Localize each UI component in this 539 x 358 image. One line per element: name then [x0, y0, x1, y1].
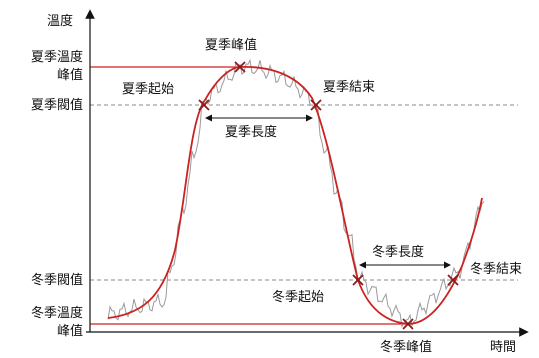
summer-start-annotation: 夏季起始	[122, 82, 175, 97]
smoothed-temperature-curve	[107, 66, 483, 325]
summer-peak-annotation: 夏季峰值	[205, 38, 258, 53]
winter-start-marker	[352, 274, 364, 286]
winter-peak-level-label-line1: 冬季溫度	[30, 306, 83, 321]
winter-peak-annotation: 冬季峰值	[380, 340, 433, 355]
winter-end-marker	[447, 274, 459, 286]
raw-temperature-signal	[107, 58, 485, 329]
summer-threshold-label: 夏季閥值	[30, 98, 83, 113]
summer-end-marker	[310, 99, 322, 111]
winter-peak-marker	[402, 318, 414, 330]
summer-end-annotation: 夏季結束	[323, 80, 376, 95]
summer-peak-level-label-line1: 夏季溫度	[30, 50, 83, 65]
y-axis-label: 溫度	[47, 14, 74, 29]
summer-peak-marker	[234, 61, 246, 73]
summer-length-annotation: 夏季長度	[225, 125, 278, 140]
winter-threshold-label: 冬季閥值	[30, 273, 83, 288]
winter-length-annotation: 冬季長度	[372, 245, 425, 260]
summer-start-marker	[198, 99, 210, 111]
summer-peak-level-label-line2: 峰值	[56, 68, 83, 83]
winter-end-annotation: 冬季結束	[470, 262, 523, 277]
x-axis-label: 時間	[490, 340, 517, 355]
winter-peak-level-label-line2: 峰值	[56, 324, 83, 339]
winter-start-annotation: 冬季起始	[272, 290, 325, 305]
